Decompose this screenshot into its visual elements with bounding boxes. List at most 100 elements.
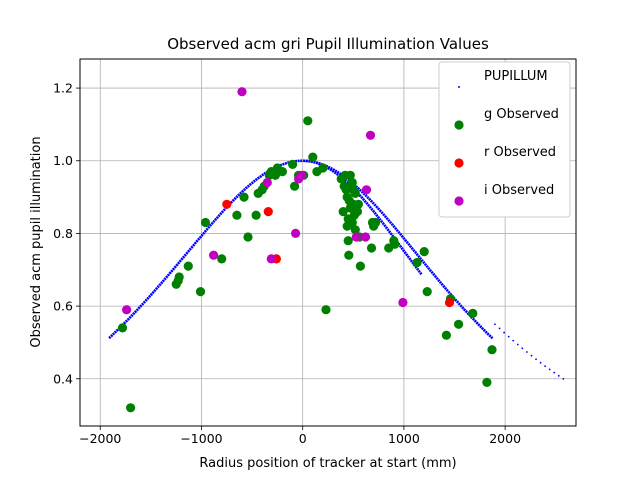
legend-label: g Observed	[484, 107, 559, 122]
legend-box	[438, 61, 571, 218]
x-axis-ticks: −2000 −1000 0 1000 2000	[79, 426, 521, 446]
g-observed-point	[441, 330, 451, 340]
pupillum-point	[521, 347, 524, 350]
g-observed-point	[232, 210, 242, 220]
g-observed-point	[343, 236, 353, 246]
pupillum-point	[526, 351, 528, 353]
g-observed-point	[468, 308, 478, 318]
i-observed-point	[360, 232, 371, 242]
g-observed-point	[344, 250, 354, 260]
pupillum-point	[530, 354, 533, 357]
i-observed-point	[361, 185, 372, 195]
pupillum-point	[503, 331, 506, 334]
i-observed-point	[266, 254, 276, 264]
y-tick-label: 0.8	[53, 226, 73, 241]
pupillum-point	[507, 335, 510, 338]
legend-marker-r	[454, 158, 464, 168]
i-observed-point	[297, 170, 307, 180]
g-observed-point	[217, 254, 227, 264]
g-observed-point	[200, 217, 211, 228]
pupillum-point	[512, 339, 515, 342]
i-observed-point	[365, 130, 376, 140]
x-tick-label: 1000	[388, 431, 420, 446]
pupillum-point	[535, 358, 537, 361]
g-observed-point	[126, 403, 136, 413]
pupillum-point	[544, 365, 547, 367]
y-tick-label: 1.0	[53, 153, 73, 168]
g-observed-point	[303, 116, 313, 126]
g-observed-point	[390, 239, 400, 249]
i-observed-point	[398, 297, 408, 308]
i-observed-point	[262, 177, 272, 188]
pupillum-point	[539, 361, 542, 364]
g-observed-point	[117, 323, 128, 333]
pupillum-point	[498, 327, 501, 330]
g-observed-point	[412, 257, 422, 268]
g-observed-point	[195, 287, 206, 297]
g-observed-point	[288, 159, 298, 169]
g-observed-point	[239, 192, 249, 202]
r-observed-point	[222, 199, 232, 209]
pupillum-point	[553, 371, 556, 374]
g-observed-point	[350, 188, 360, 198]
pupillum-point	[516, 343, 519, 346]
g-observed-point	[290, 181, 300, 191]
x-axis-label: Radius position of tracker at start (mm)	[199, 456, 456, 471]
pupillum-point	[494, 323, 496, 326]
y-axis-ticks: 0.4 0.6 0.8 1.0 1.2	[53, 81, 80, 386]
i-observed-point	[237, 87, 247, 97]
i-observed-point	[122, 305, 132, 315]
g-observed-point	[487, 345, 497, 355]
g-observed-point	[321, 305, 331, 315]
g-observed-point	[347, 177, 357, 188]
pupillum-curve-segment	[303, 159, 423, 276]
y-tick-label: 0.4	[53, 371, 73, 386]
legend-label: PUPILLUM	[484, 69, 548, 84]
pupillum-point	[562, 377, 565, 380]
g-observed-point	[243, 232, 253, 242]
g-observed-point	[270, 170, 280, 180]
plot-frame	[79, 58, 577, 427]
legend-label: r Observed	[484, 145, 556, 160]
g-observed-point	[422, 287, 432, 297]
g-observed-point	[482, 377, 492, 387]
observed-points	[117, 87, 497, 413]
legend-label: i Observed	[484, 183, 554, 198]
legend: PUPILLUM g Observed r Observed i Observed	[438, 61, 571, 218]
g-observed-point	[355, 261, 365, 271]
g-observed-point	[318, 163, 328, 173]
x-tick-label: −1000	[180, 431, 222, 446]
g-observed-point	[454, 319, 464, 329]
g-observed-point	[174, 272, 184, 282]
g-observed-point	[366, 243, 377, 253]
y-tick-label: 1.2	[53, 81, 73, 96]
legend-marker-i	[454, 196, 464, 206]
r-observed-point	[263, 207, 273, 217]
pupillum-point	[557, 374, 560, 377]
g-observed-point	[371, 217, 381, 228]
x-tick-label: −2000	[79, 431, 121, 446]
g-observed-point	[345, 170, 355, 180]
g-observed-point	[251, 210, 261, 220]
g-observed-point	[308, 152, 318, 162]
pupillum-curve-segment	[303, 159, 494, 340]
g-observed-point	[338, 207, 348, 217]
g-observed-point	[350, 225, 360, 235]
i-observed-point	[291, 228, 301, 238]
y-tick-label: 0.6	[53, 299, 73, 314]
y-axis-label: Observed acm pupil illumination	[29, 136, 44, 347]
g-observed-point	[347, 217, 357, 228]
g-observed-point	[353, 199, 363, 209]
i-observed-point	[351, 232, 361, 242]
legend-marker-pupillum	[458, 86, 460, 88]
g-observed-point	[419, 247, 429, 257]
x-tick-label: 0	[299, 431, 307, 446]
i-observed-point	[209, 250, 219, 260]
legend-marker-g	[454, 120, 464, 130]
x-tick-label: 2000	[489, 431, 521, 446]
g-observed-point	[183, 261, 193, 271]
r-observed-point	[444, 297, 455, 308]
pupillum-point	[548, 368, 551, 371]
g-observed-point	[277, 167, 287, 177]
